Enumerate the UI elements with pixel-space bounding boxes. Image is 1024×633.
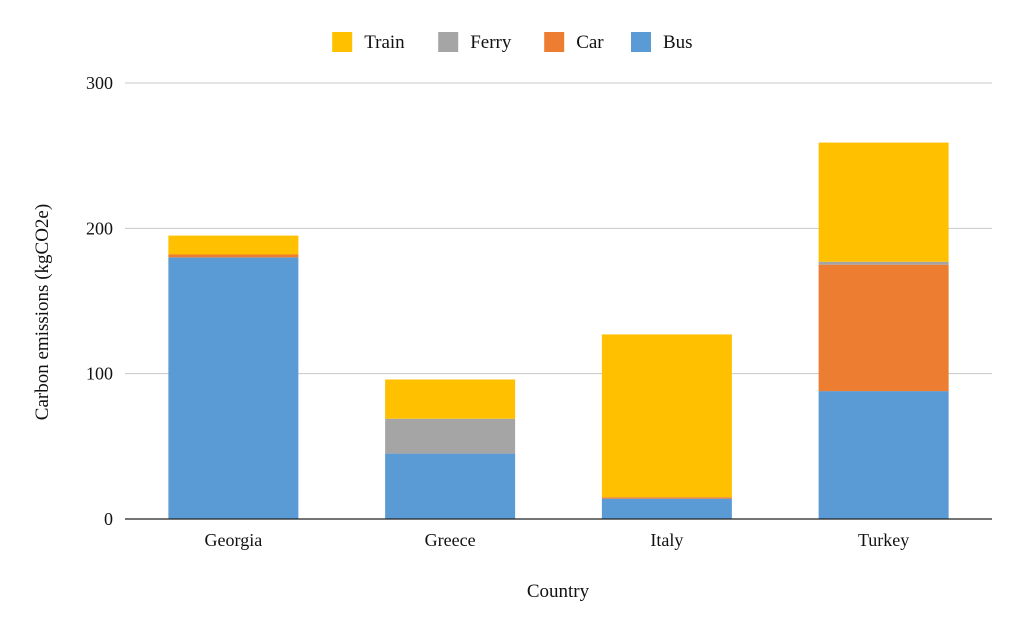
legend-swatch-car [544, 32, 565, 52]
bar-greece-train [385, 379, 516, 419]
y-tick-label-0: 0 [104, 509, 113, 529]
bar-italy-car [601, 497, 732, 499]
x-tick-label-turkey: Turkey [858, 530, 909, 550]
legend-label-car: Car [576, 32, 604, 53]
legend-item-ferry: Ferry [438, 32, 512, 53]
bar-greece-ferry [385, 418, 516, 454]
legend-item-bus: Bus [631, 32, 693, 53]
bar-turkey-bus [818, 391, 949, 519]
legend-label-ferry: Ferry [470, 32, 512, 53]
bar-georgia-train [168, 235, 299, 255]
x-axis-title: Country [527, 581, 590, 602]
legend-item-train: Train [332, 32, 405, 53]
legend: Train Ferry Car Bus [332, 32, 693, 53]
bar-italy-bus [601, 498, 732, 519]
bars [168, 142, 949, 519]
legend-label-train: Train [364, 32, 405, 53]
bar-italy-train [601, 334, 732, 498]
legend-item-car: Car [544, 32, 604, 53]
legend-swatch-ferry [438, 32, 459, 52]
axes: 0 100 200 300 Georgia Greece Italy Turkey [86, 73, 992, 550]
bar-georgia-bus [168, 257, 299, 519]
bar-turkey-train [818, 142, 949, 262]
bar-turkey-car [818, 264, 949, 392]
x-tick-label-italy: Italy [650, 530, 683, 550]
y-tick-label-100: 100 [86, 364, 113, 384]
y-tick-label-300: 300 [86, 73, 113, 93]
legend-label-bus: Bus [663, 32, 693, 53]
bar-greece-bus [385, 453, 516, 519]
y-tick-label-200: 200 [86, 218, 113, 238]
x-tick-label-greece: Greece [425, 530, 476, 550]
legend-swatch-bus [631, 32, 651, 52]
y-axis-title: Carbon emissions (kgCO2e) [32, 204, 53, 420]
bar-georgia-car [168, 254, 299, 258]
x-tick-label-georgia: Georgia [205, 530, 263, 550]
bar-turkey-ferry [818, 261, 949, 265]
legend-swatch-train [332, 32, 353, 52]
